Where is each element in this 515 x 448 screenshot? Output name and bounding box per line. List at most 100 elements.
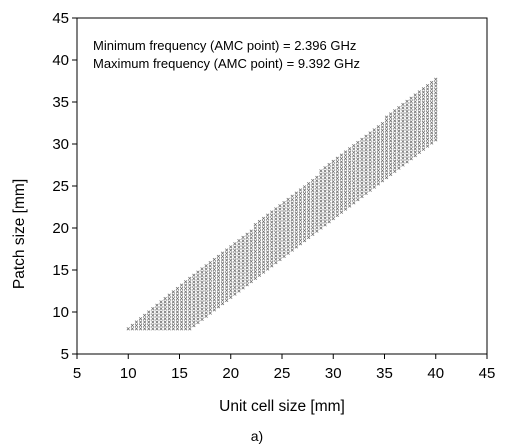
data-point <box>200 290 204 295</box>
data-point <box>360 171 364 175</box>
data-point <box>311 215 315 220</box>
data-point <box>389 122 393 126</box>
data-point <box>261 243 266 247</box>
data-point <box>212 271 216 275</box>
data-point <box>376 178 380 183</box>
data-point <box>188 300 192 304</box>
data-point <box>245 259 249 263</box>
data-point <box>421 130 426 135</box>
data-point <box>249 242 253 247</box>
data-point <box>225 298 229 303</box>
data-point <box>413 116 417 121</box>
data-point <box>143 320 147 324</box>
data-point <box>245 266 249 270</box>
data-point <box>278 254 282 258</box>
data-point <box>196 270 200 274</box>
data-point <box>393 139 397 143</box>
data-point <box>179 306 184 311</box>
data-point <box>196 297 200 301</box>
data-point <box>372 135 376 139</box>
data-point <box>319 216 323 220</box>
data-point <box>307 198 311 203</box>
data-point <box>389 125 393 130</box>
data-point <box>159 303 163 307</box>
data-point <box>425 131 430 135</box>
data-point <box>339 153 344 157</box>
data-point <box>323 213 327 217</box>
x-tick-label: 35 <box>376 365 393 382</box>
data-point <box>376 165 380 169</box>
data-point <box>167 300 171 304</box>
data-point <box>368 158 372 162</box>
data-point <box>413 147 417 151</box>
data-point <box>212 308 216 312</box>
data-point <box>380 138 385 143</box>
data-point <box>319 219 323 223</box>
data-point <box>138 317 143 321</box>
data-point <box>143 323 147 328</box>
data-point <box>171 320 175 324</box>
data-point <box>184 320 188 324</box>
data-point <box>311 192 315 196</box>
data-point <box>192 310 196 314</box>
data-point <box>307 225 311 230</box>
data-point <box>155 303 159 307</box>
data-point <box>151 323 155 328</box>
data-point <box>409 133 413 137</box>
data-point <box>274 237 278 241</box>
data-point <box>405 113 409 117</box>
data-point <box>237 238 241 243</box>
data-point <box>225 275 229 279</box>
data-point <box>335 156 339 160</box>
data-point <box>245 239 249 243</box>
data-point <box>253 239 257 244</box>
data-point <box>311 212 315 216</box>
data-point <box>220 271 225 276</box>
data-point <box>409 150 413 154</box>
data-point <box>261 216 266 220</box>
data-point <box>208 308 212 312</box>
data-point <box>167 320 171 324</box>
data-point <box>175 293 180 297</box>
data-point <box>376 172 380 176</box>
data-point <box>331 203 335 207</box>
data-point <box>278 207 282 211</box>
data-point <box>364 137 368 142</box>
data-point <box>294 225 298 229</box>
data-point <box>261 267 266 271</box>
data-point <box>376 168 380 173</box>
data-point <box>393 152 397 157</box>
data-point <box>270 220 274 224</box>
data-point <box>290 248 294 252</box>
data-point <box>425 110 430 115</box>
data-point <box>339 207 344 211</box>
data-point <box>315 192 319 196</box>
data-point <box>323 223 327 227</box>
data-point <box>319 186 323 190</box>
data-point <box>278 224 282 228</box>
data-point <box>298 205 303 209</box>
data-point <box>417 133 421 138</box>
annotation-max-frequency: Maximum frequency (AMC point) = 9.392 GH… <box>93 56 360 71</box>
data-point <box>294 211 298 215</box>
data-point <box>200 294 204 298</box>
data-point <box>425 137 430 142</box>
data-point <box>208 284 212 288</box>
data-point <box>397 146 401 150</box>
data-point <box>196 290 200 294</box>
data-point <box>393 136 397 140</box>
data-point <box>384 122 389 126</box>
data-point <box>179 286 184 291</box>
data-point <box>138 327 143 331</box>
data-point <box>319 175 323 180</box>
data-point <box>368 151 372 155</box>
data-point <box>343 157 348 161</box>
data-point <box>249 229 253 233</box>
data-point <box>343 177 348 181</box>
data-point <box>405 136 409 140</box>
data-point <box>397 139 401 143</box>
data-point <box>405 150 409 154</box>
data-point <box>372 151 376 156</box>
data-point <box>155 310 159 314</box>
data-point <box>237 285 241 290</box>
